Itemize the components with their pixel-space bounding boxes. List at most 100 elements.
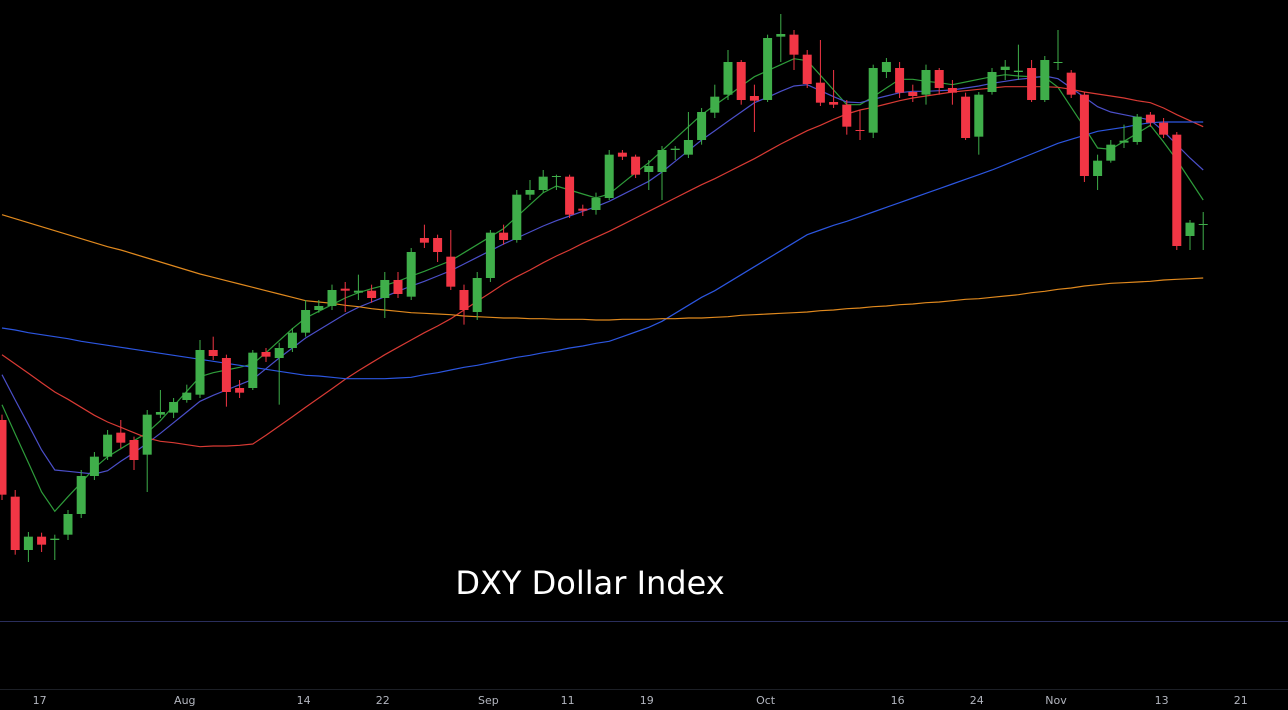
candle-body: [1040, 60, 1050, 100]
x-tick-label: 24: [970, 694, 984, 707]
candle-body: [538, 176, 548, 190]
moving-average-line: [1, 75, 1204, 475]
candle-body: [987, 72, 997, 92]
candle-body: [1053, 62, 1063, 63]
candle-body: [631, 156, 641, 175]
candle-body: [1027, 68, 1037, 100]
x-tick-label: Aug: [174, 694, 195, 707]
candle-body: [76, 476, 86, 514]
candle-body: [842, 104, 852, 127]
candle-body: [1000, 66, 1010, 70]
candle-body: [63, 514, 73, 535]
candle-body: [208, 350, 218, 356]
candles: [0, 14, 1208, 562]
candle-body: [37, 536, 47, 545]
candle-body: [736, 62, 746, 100]
candle-body: [565, 176, 575, 215]
candle-body: [472, 278, 482, 312]
candle-body: [406, 252, 416, 297]
candle-body: [551, 176, 561, 177]
candle-body: [710, 96, 720, 113]
candle-body: [287, 332, 297, 348]
candle-body: [644, 166, 654, 172]
candle-body: [921, 70, 931, 95]
candle-body: [763, 38, 773, 100]
x-tick-label: Sep: [478, 694, 499, 707]
candle-body: [1093, 160, 1103, 176]
candle-body: [433, 238, 443, 252]
candle-body: [815, 82, 825, 103]
candle-body: [446, 256, 456, 287]
candle-body: [697, 112, 707, 140]
x-tick-label: 11: [561, 694, 575, 707]
candle-body: [749, 96, 759, 101]
candle-body: [525, 190, 535, 195]
candle-body: [169, 402, 179, 413]
candle-body: [274, 348, 284, 358]
time-axis: 17 Aug 14 22 Sep 11 19 Oct 16 24 Nov 13 21: [33, 694, 1248, 707]
candle-body: [974, 94, 984, 137]
x-tick-label: 17: [33, 694, 47, 707]
candle-body: [314, 306, 324, 310]
candle-body: [617, 152, 627, 157]
candle-body: [10, 496, 20, 550]
candle-body: [499, 232, 509, 240]
candle-body: [248, 352, 258, 388]
candle-body: [89, 456, 99, 476]
candle-body: [261, 352, 271, 357]
x-tick-label: 14: [297, 694, 311, 707]
candle-body: [829, 102, 839, 105]
candle-body: [934, 70, 944, 88]
candle-body: [895, 68, 905, 93]
candle-body: [657, 150, 667, 172]
x-tick-label: 13: [1155, 694, 1169, 707]
candle-body: [340, 288, 350, 291]
candle-body: [961, 96, 971, 138]
candle-body: [116, 432, 126, 443]
chart-title: DXY Dollar Index: [455, 564, 724, 602]
candle-body: [1145, 114, 1155, 123]
x-tick-label: 21: [1234, 694, 1248, 707]
x-tick-label: Nov: [1045, 694, 1067, 707]
candle-body: [393, 280, 403, 294]
candle-body: [947, 88, 957, 93]
candle-body: [103, 434, 113, 457]
x-tick-label: 16: [891, 694, 905, 707]
candle-body: [235, 388, 245, 393]
moving-average-line: [1, 86, 1204, 448]
candle-body: [0, 420, 7, 495]
candle-body: [670, 148, 680, 150]
candle-body: [1185, 222, 1195, 236]
candle-body: [50, 538, 60, 540]
candle-body: [1013, 70, 1023, 72]
candle-body: [301, 310, 311, 333]
x-tick-label: Oct: [756, 694, 776, 707]
candle-body: [485, 232, 495, 278]
candle-body: [195, 350, 205, 395]
candle-body: [591, 198, 601, 210]
candle-body: [155, 412, 165, 415]
candle-body: [604, 154, 614, 198]
x-tick-label: 19: [640, 694, 654, 707]
candle-body: [459, 290, 469, 310]
candle-body: [1079, 94, 1089, 176]
candle-body: [1106, 144, 1116, 161]
candle-body: [908, 92, 918, 96]
candle-body: [723, 62, 733, 95]
candle-body: [380, 280, 390, 298]
candle-body: [512, 194, 522, 240]
candle-body: [327, 290, 337, 306]
candle-body: [868, 68, 878, 133]
x-tick-label: 22: [376, 694, 390, 707]
candle-body: [129, 440, 139, 460]
candle-body: [1172, 134, 1182, 246]
candle-body: [1132, 116, 1142, 142]
candle-body: [182, 392, 192, 400]
candle-body: [776, 34, 786, 37]
candle-body: [1198, 224, 1208, 225]
candle-body: [1159, 122, 1169, 135]
moving-average-line: [1, 214, 1204, 321]
candle-body: [683, 140, 693, 155]
